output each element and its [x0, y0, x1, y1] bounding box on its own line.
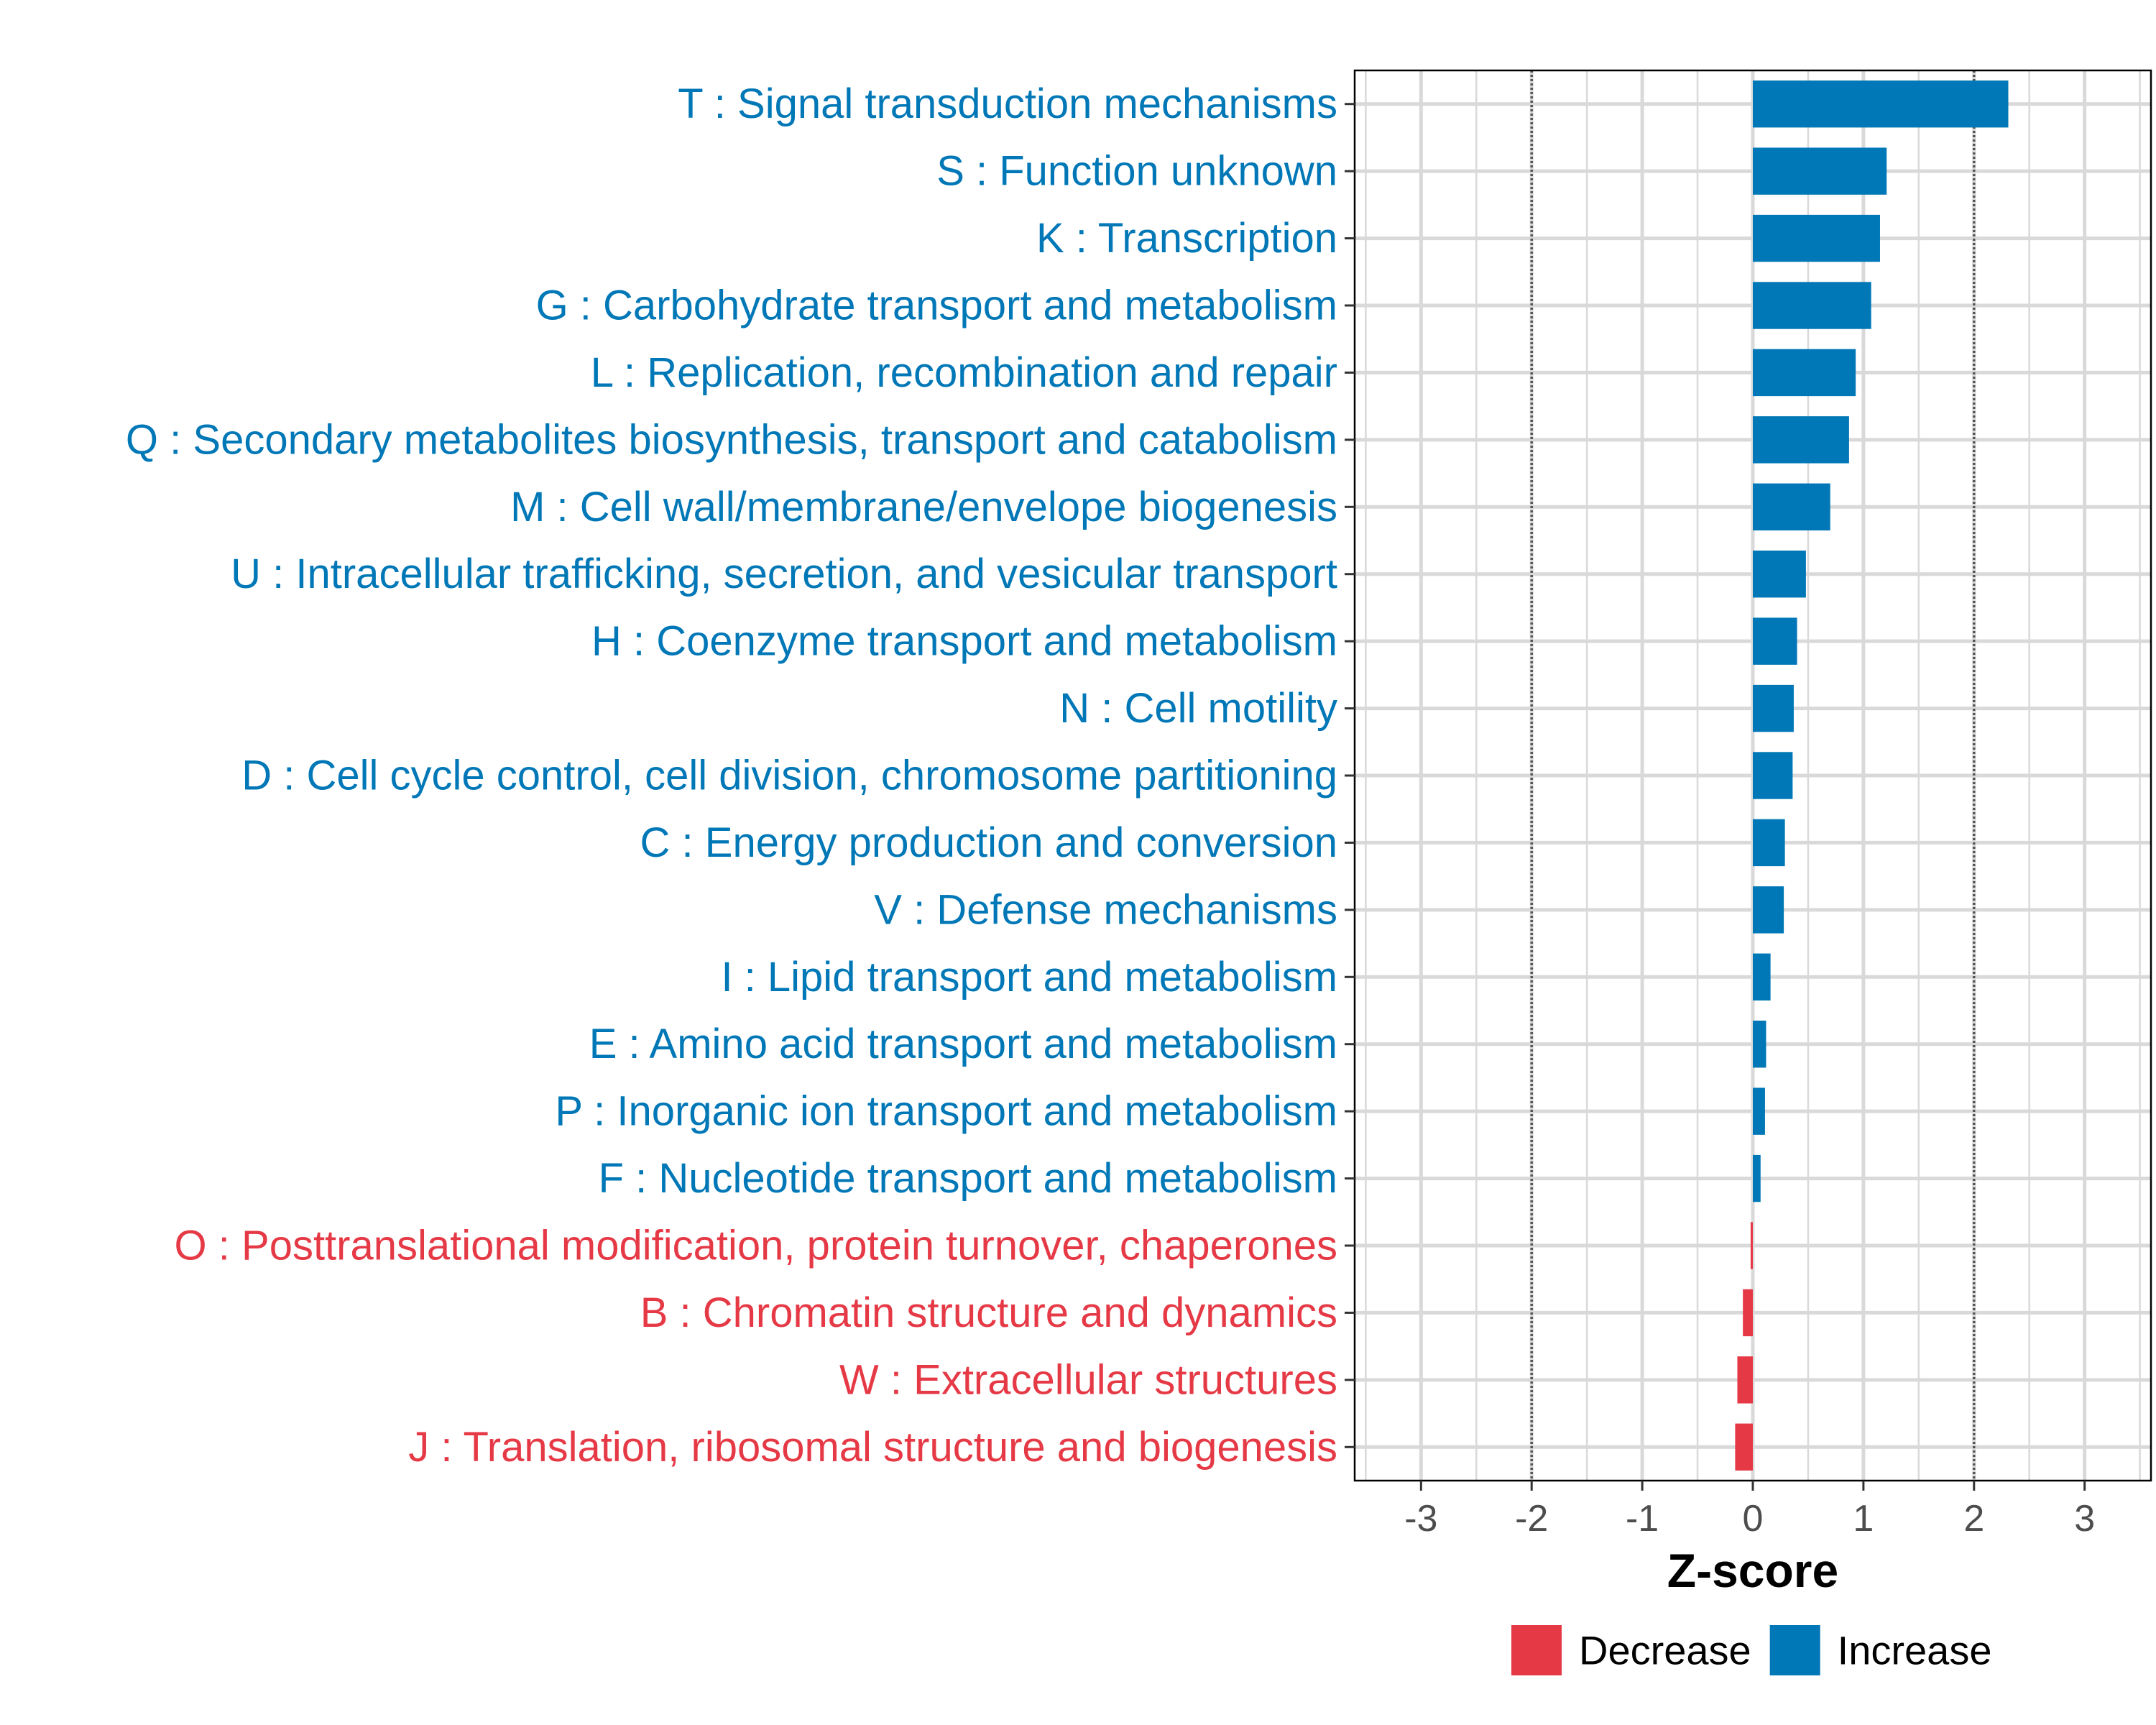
- bar: [1753, 483, 1830, 530]
- bar: [1753, 617, 1797, 665]
- category-labels: T : Signal transduction mechanisms S : Fu…: [126, 80, 1337, 1471]
- bar: [1753, 282, 1871, 329]
- legend-label: Decrease: [1579, 1628, 1751, 1673]
- category-label: T : Signal transduction mechanisms: [678, 80, 1337, 127]
- bar: [1735, 1423, 1753, 1471]
- x-tick-label: 0: [1743, 1498, 1764, 1540]
- legend: Decrease Increase: [1511, 1625, 1991, 1675]
- x-tick-label: -3: [1404, 1498, 1437, 1540]
- bar: [1753, 819, 1785, 867]
- category-label: F : Nucleotide transport and metabolism: [599, 1155, 1337, 1202]
- threshold-lines: [1530, 70, 1976, 1481]
- category-label: D : Cell cycle control, cell division, c…: [241, 753, 1337, 799]
- legend-swatch: [1511, 1625, 1562, 1675]
- bar: [1743, 1289, 1753, 1337]
- legend-swatch: [1769, 1625, 1820, 1675]
- bar: [1753, 752, 1793, 799]
- category-label: V : Defense mechanisms: [874, 886, 1337, 933]
- bar: [1753, 349, 1856, 397]
- bar: [1753, 147, 1887, 195]
- category-label: L : Replication, recombination and repai…: [591, 349, 1337, 396]
- category-label: M : Cell wall/membrane/envelope biogenes…: [510, 484, 1337, 530]
- y-axis-ticks: [1345, 103, 1355, 1448]
- bar: [1753, 1154, 1761, 1202]
- bar: [1753, 953, 1771, 1000]
- bar: [1737, 1356, 1753, 1404]
- x-axis-ticks: -3 -2 -1 0 1 2 3: [1404, 1481, 2095, 1540]
- bar: [1753, 214, 1880, 262]
- x-tick-label: 1: [1853, 1498, 1874, 1540]
- bar: [1753, 80, 2009, 128]
- category-label: C : Energy production and conversion: [640, 819, 1337, 866]
- x-tick-label: 2: [1963, 1498, 1984, 1540]
- bar: [1753, 551, 1806, 598]
- bar: [1750, 1222, 1753, 1269]
- legend-label: Increase: [1838, 1628, 1992, 1673]
- bar: [1753, 1087, 1765, 1135]
- x-tick-label: -1: [1626, 1498, 1659, 1540]
- category-label: S : Function unknown: [936, 148, 1337, 195]
- category-label: G : Carbohydrate transport and metabolis…: [536, 282, 1337, 329]
- category-label: E : Amino acid transport and metabolism: [589, 1021, 1337, 1067]
- x-tick-label: 3: [2074, 1498, 2095, 1540]
- category-label: W : Extracellular structures: [839, 1356, 1337, 1403]
- category-label: O : Posttranslational modification, prot…: [175, 1223, 1337, 1269]
- bar: [1753, 1021, 1766, 1068]
- category-label: H : Coenzyme transport and metabolism: [591, 618, 1337, 665]
- category-label: K : Transcription: [1036, 215, 1337, 262]
- category-label: I : Lipid transport and metabolism: [721, 954, 1337, 1000]
- category-label: J : Translation, ribosomal structure and…: [408, 1424, 1337, 1471]
- category-label: U : Intracellular trafficking, secretion…: [231, 551, 1337, 597]
- category-label: P : Inorganic ion transport and metaboli…: [555, 1088, 1337, 1135]
- bar: [1753, 684, 1794, 732]
- category-label: Q : Secondary metabolites biosynthesis, …: [126, 416, 1337, 463]
- bars: [1735, 80, 2009, 1471]
- x-axis-title: Z-score: [1667, 1544, 1838, 1597]
- x-tick-label: -2: [1515, 1498, 1548, 1540]
- bar: [1753, 416, 1849, 464]
- category-label: N : Cell motility: [1059, 685, 1337, 732]
- bar: [1753, 886, 1784, 934]
- category-label: B : Chromatin structure and dynamics: [640, 1289, 1337, 1336]
